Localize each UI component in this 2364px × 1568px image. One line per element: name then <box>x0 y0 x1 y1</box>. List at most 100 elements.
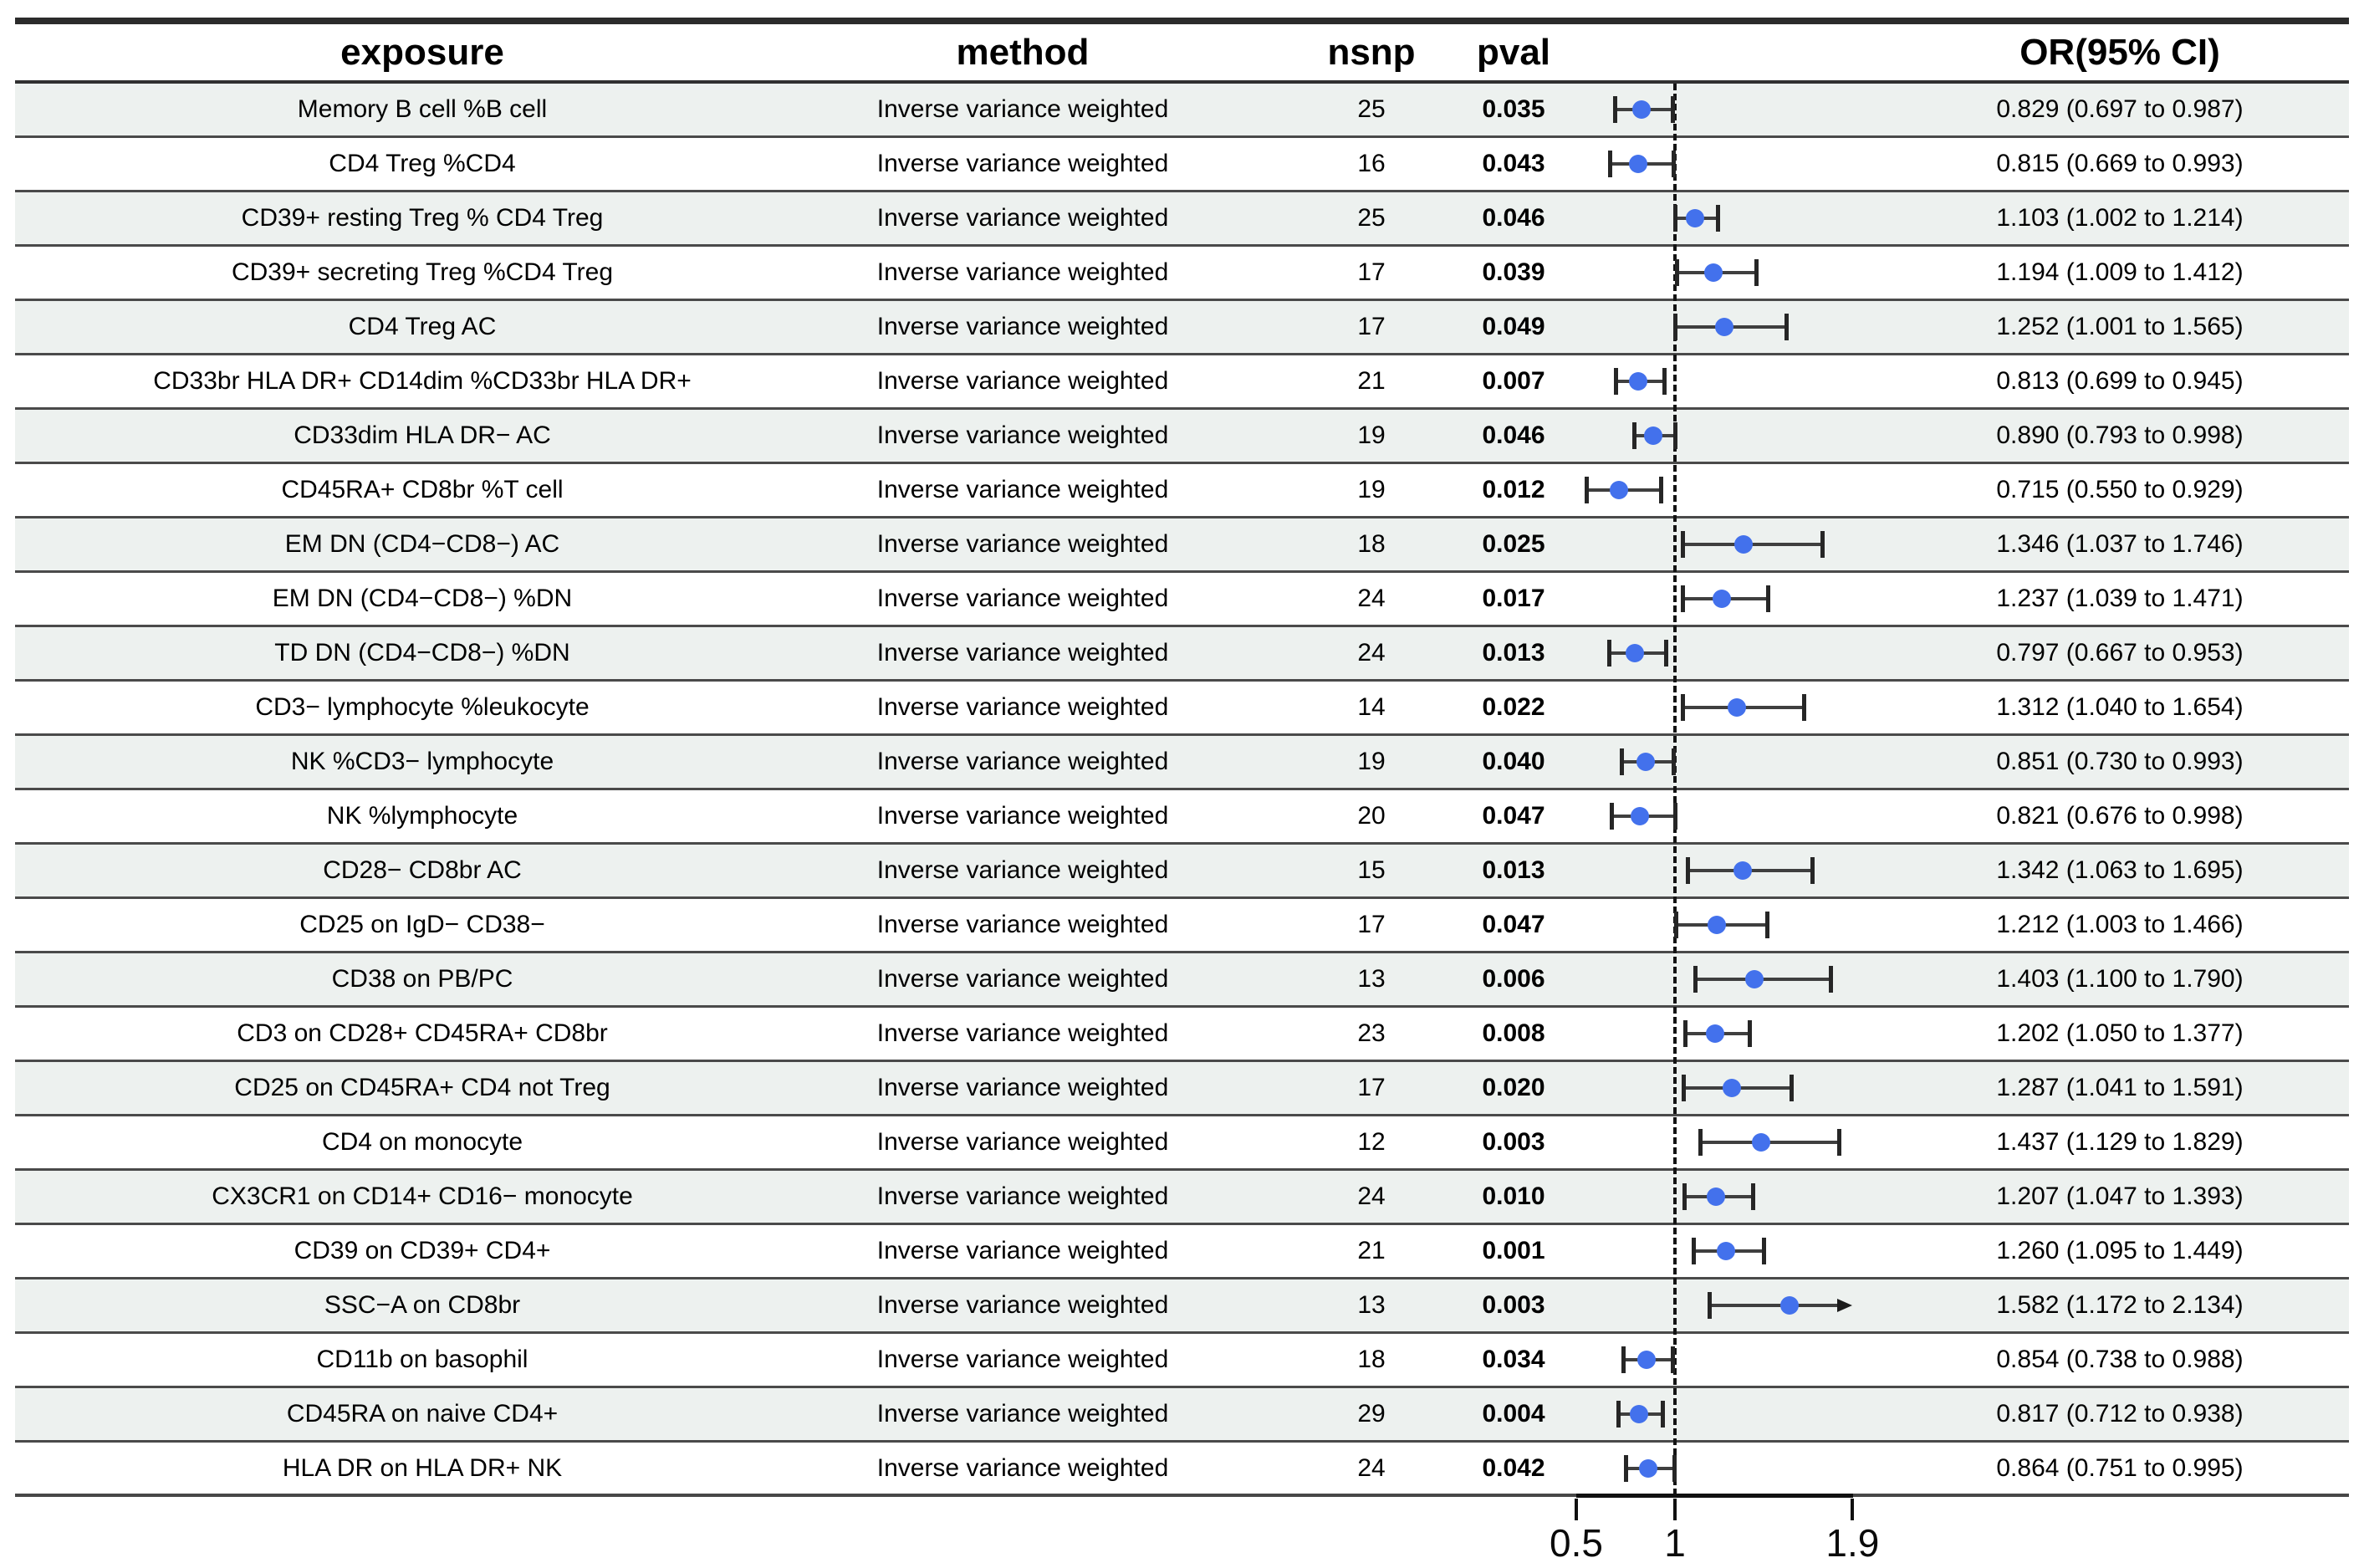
method-cell: Inverse variance weighted <box>876 1182 1169 1210</box>
ci-cap-low <box>1693 966 1698 993</box>
ci-cap-low <box>1624 1455 1629 1482</box>
or-point <box>1727 698 1746 717</box>
method-cell: Inverse variance weighted <box>876 1454 1169 1482</box>
nsnp-cell: 29 <box>1357 1400 1386 1428</box>
ci-cap-high <box>1761 1238 1766 1264</box>
ci-cap-high <box>1810 857 1815 884</box>
pval-cell: 0.010 <box>1482 1182 1545 1210</box>
nsnp-cell: 17 <box>1357 258 1386 286</box>
ci-cap-high <box>1747 1020 1752 1047</box>
exposure-cell: CD25 on CD45RA+ CD4 not Treg <box>234 1074 610 1101</box>
nsnp-cell: 14 <box>1357 693 1386 721</box>
ci-cap-high <box>1754 259 1759 286</box>
pval-cell: 0.035 <box>1482 95 1545 123</box>
pval-cell: 0.043 <box>1482 150 1545 177</box>
ci-cap-high <box>1829 966 1834 993</box>
x-axis-tick <box>1575 1499 1578 1520</box>
table-row: CD33dim HLA DR− AC Inverse variance weig… <box>15 410 2349 464</box>
pval-cell: 0.034 <box>1482 1346 1545 1373</box>
ci-cap-high <box>1662 368 1667 395</box>
nsnp-cell: 25 <box>1357 95 1386 123</box>
pval-cell: 0.008 <box>1482 1019 1545 1047</box>
or-point <box>1626 644 1645 662</box>
table-row: CD33br HLA DR+ CD14dim %CD33br HLA DR+ I… <box>15 355 2349 410</box>
ci-cap-low <box>1675 259 1680 286</box>
table-row: CD3− lymphocyte %leukocyte Inverse varia… <box>15 682 2349 736</box>
column-header-or-ci: OR(95% CI) <box>2019 32 2220 73</box>
pval-cell: 0.007 <box>1482 367 1545 395</box>
nsnp-cell: 25 <box>1357 204 1386 232</box>
ci-cap-high <box>1784 314 1790 340</box>
ci-cap-low <box>1607 151 1612 177</box>
exposure-cell: CD33br HLA DR+ CD14dim %CD33br HLA DR+ <box>153 367 692 395</box>
ci-cap-low <box>1673 205 1678 232</box>
column-header-exposure: exposure <box>340 32 504 73</box>
or-point <box>1745 970 1764 988</box>
column-header-method: method <box>956 32 1090 73</box>
ci-cap-high <box>1671 1346 1676 1373</box>
ci-clip-arrow-icon <box>1837 1299 1853 1312</box>
pval-cell: 0.001 <box>1482 1237 1545 1264</box>
pval-cell: 0.003 <box>1482 1128 1545 1156</box>
ci-cap-high <box>1802 694 1807 721</box>
method-cell: Inverse variance weighted <box>876 856 1169 884</box>
or-ci-cell: 1.312 (1.040 to 1.654) <box>1996 693 2244 721</box>
or-ci-cell: 1.403 (1.100 to 1.790) <box>1996 965 2244 993</box>
pval-cell: 0.022 <box>1482 693 1545 721</box>
exposure-cell: CD4 Treg %CD4 <box>329 150 516 177</box>
or-point <box>1630 807 1649 825</box>
nsnp-cell: 16 <box>1357 150 1386 177</box>
or-point <box>1703 263 1723 282</box>
ci-cap-high <box>1661 1401 1666 1428</box>
pval-cell: 0.003 <box>1482 1291 1545 1319</box>
or-ci-cell: 1.212 (1.003 to 1.466) <box>1996 911 2244 938</box>
ci-cap-high <box>1670 96 1675 123</box>
nsnp-cell: 24 <box>1357 639 1386 667</box>
method-cell: Inverse variance weighted <box>876 530 1169 558</box>
pval-cell: 0.020 <box>1482 1074 1545 1101</box>
x-axis-tick-label: 1 <box>1664 1521 1686 1565</box>
pval-cell: 0.013 <box>1482 856 1545 884</box>
or-ci-cell: 1.342 (1.063 to 1.695) <box>1996 856 2244 884</box>
or-ci-cell: 0.813 (0.699 to 0.945) <box>1996 367 2244 395</box>
exposure-cell: CD45RA on naive CD4+ <box>286 1400 559 1428</box>
ci-cap-low <box>1707 1292 1712 1319</box>
or-ci-cell: 0.851 (0.730 to 0.993) <box>1996 748 2244 775</box>
pval-cell: 0.025 <box>1482 530 1545 558</box>
table-row: NK %lymphocyte Inverse variance weighted… <box>15 790 2349 845</box>
nsnp-cell: 19 <box>1357 476 1386 503</box>
or-point <box>1708 916 1727 934</box>
nsnp-cell: 18 <box>1357 530 1386 558</box>
ci-cap-low <box>1673 314 1678 340</box>
table-row: SSC−A on CD8br Inverse variance weighted… <box>15 1279 2349 1334</box>
table-row: CD11b on basophil Inverse variance weigh… <box>15 1334 2349 1388</box>
x-axis-tick <box>1673 1499 1677 1520</box>
exposure-cell: TD DN (CD4−CD8−) %DN <box>274 639 570 667</box>
nsnp-cell: 12 <box>1357 1128 1386 1156</box>
table-row: CD25 on IgD− CD38− Inverse variance weig… <box>15 899 2349 953</box>
table-row: HLA DR on HLA DR+ NK Inverse variance we… <box>15 1443 2349 1497</box>
header-rule <box>15 80 2349 84</box>
ci-cap-low <box>1681 694 1686 721</box>
or-point <box>1712 590 1731 608</box>
or-point <box>1706 1187 1725 1206</box>
ci-cap-low <box>1685 857 1690 884</box>
pval-cell: 0.006 <box>1482 965 1545 993</box>
reference-line-or-1 <box>1673 84 1677 1495</box>
pval-cell: 0.013 <box>1482 639 1545 667</box>
ci-cap-high <box>1672 422 1677 449</box>
table-row: CX3CR1 on CD14+ CD16− monocyte Inverse v… <box>15 1171 2349 1225</box>
table-row: Memory B cell %B cell Inverse variance w… <box>15 84 2349 138</box>
ci-cap-low <box>1673 912 1678 938</box>
or-ci-cell: 0.890 (0.793 to 0.998) <box>1996 421 2244 449</box>
exposure-cell: CD3− lymphocyte %leukocyte <box>255 693 590 721</box>
ci-cap-high <box>1820 531 1825 558</box>
ci-cap-low <box>1681 1075 1686 1101</box>
or-point <box>1628 372 1647 391</box>
or-point <box>1636 1351 1656 1369</box>
method-cell: Inverse variance weighted <box>876 1291 1169 1319</box>
or-point <box>1705 1024 1724 1043</box>
or-ci-cell: 1.437 (1.129 to 1.829) <box>1996 1128 2244 1156</box>
ci-cap-low <box>1698 1129 1703 1156</box>
